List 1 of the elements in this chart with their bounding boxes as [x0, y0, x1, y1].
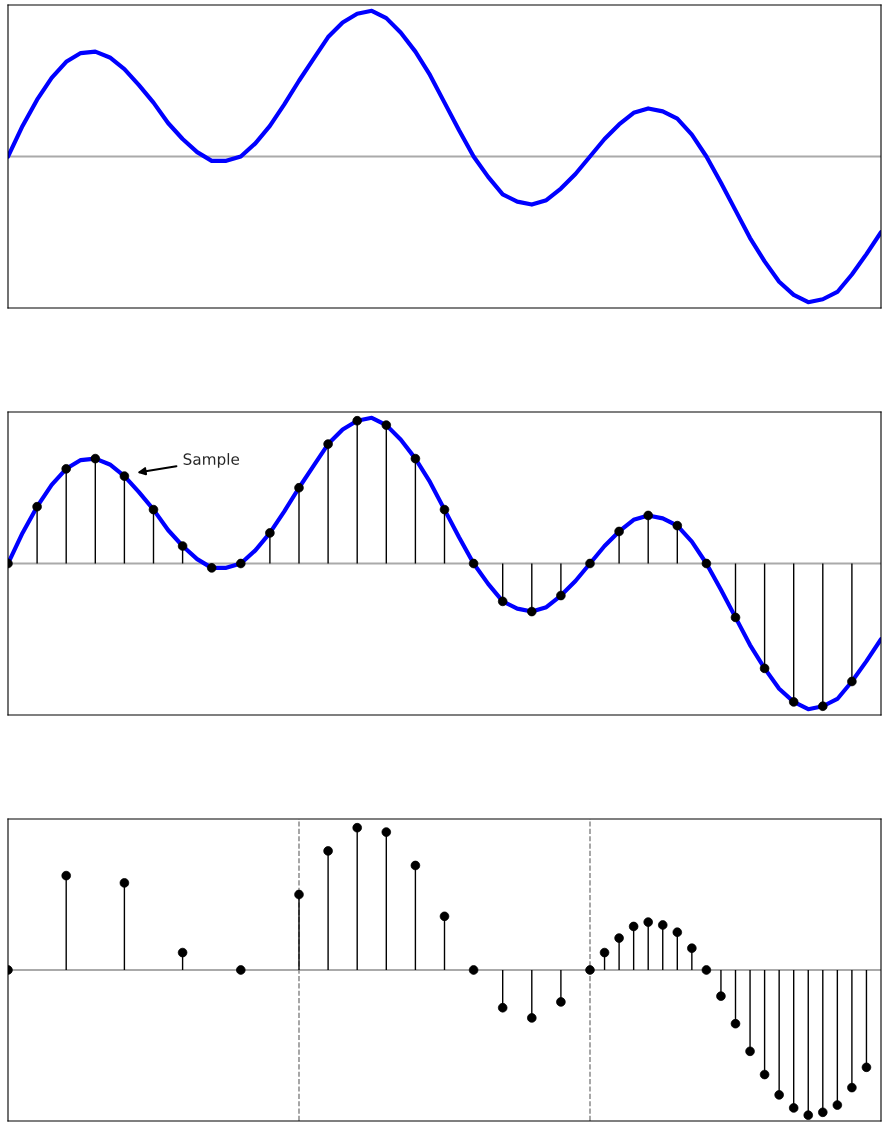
- annotation: Sample: [183, 453, 240, 468]
